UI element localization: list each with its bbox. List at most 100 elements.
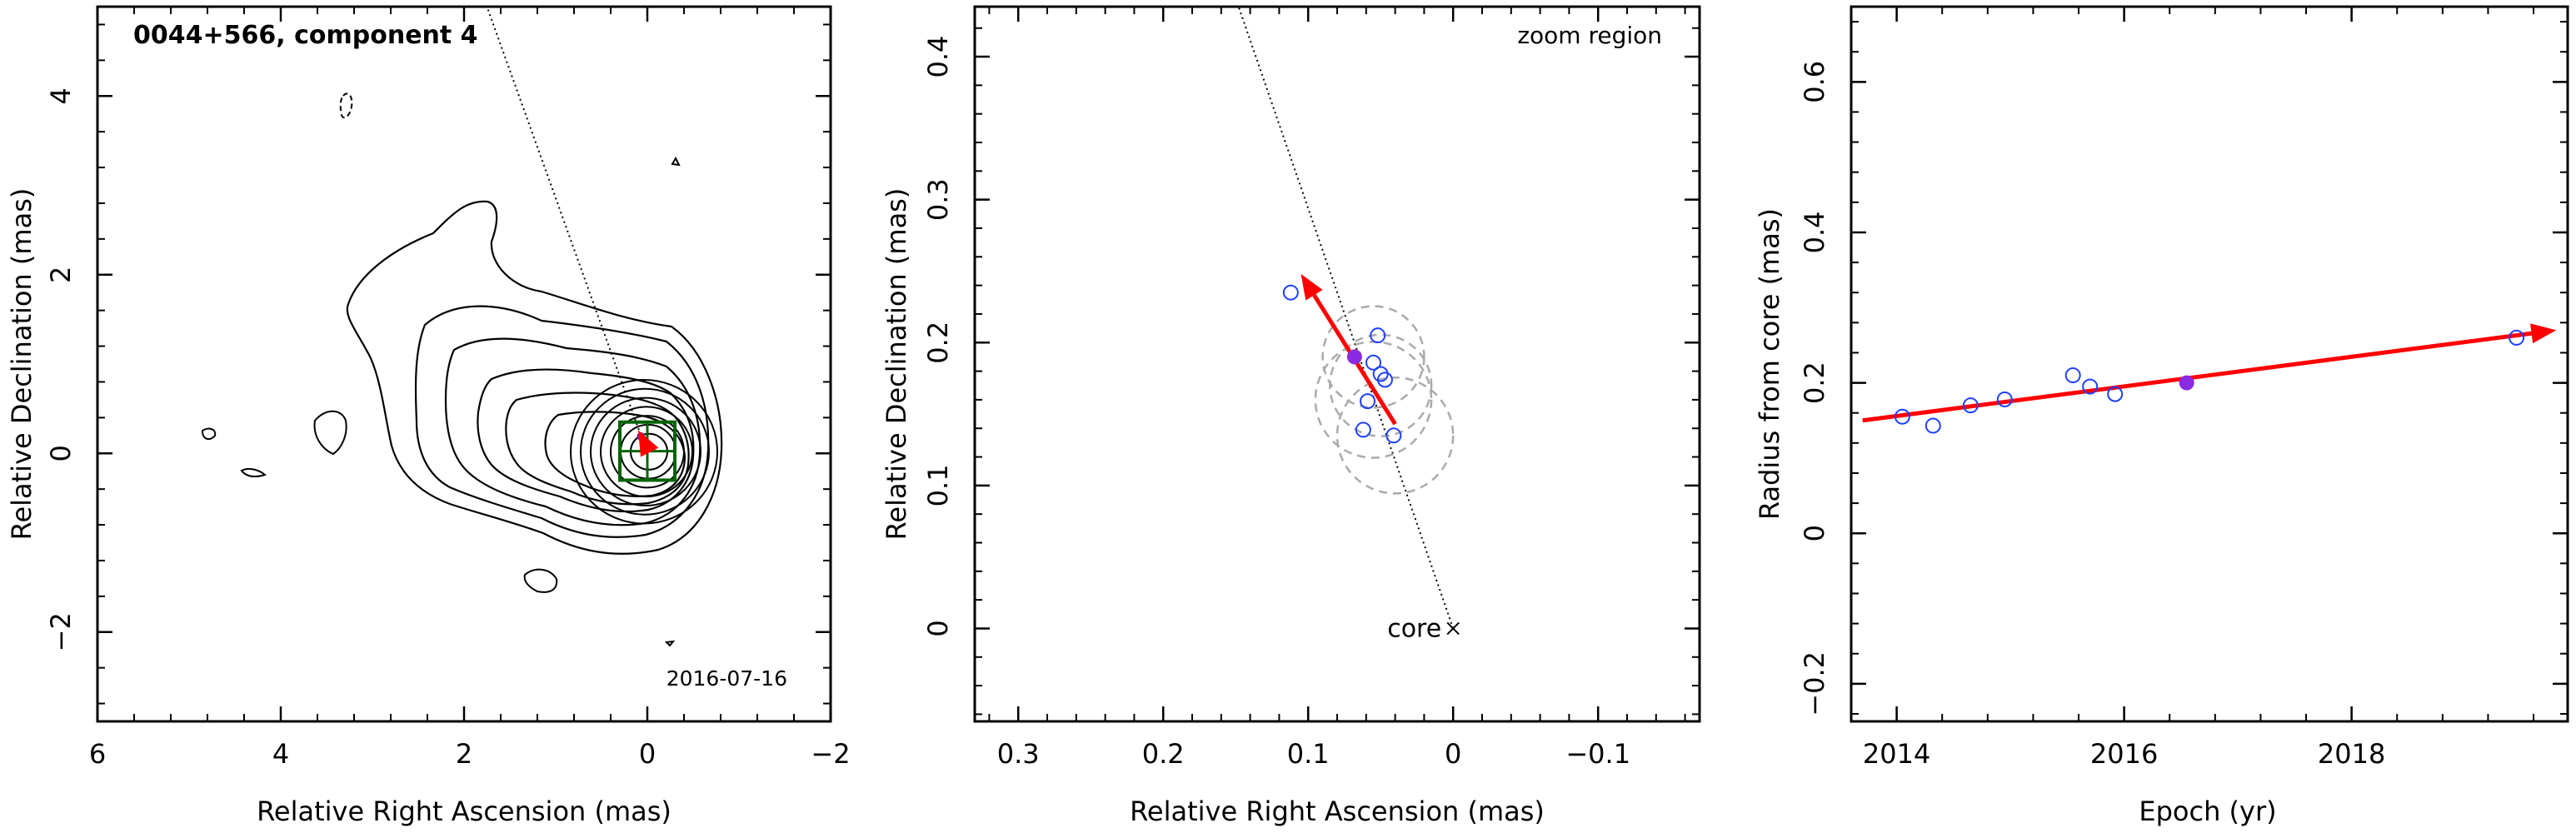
y-tick-label: 2 xyxy=(45,267,77,283)
x-tick-label: 0.1 xyxy=(1287,738,1330,770)
data-point xyxy=(1360,393,1376,410)
data-point xyxy=(1282,284,1299,301)
data-point xyxy=(1894,408,1910,425)
panel-1-ticks xyxy=(96,7,832,721)
data-point xyxy=(1365,354,1381,371)
y-tick-label: 0.2 xyxy=(922,322,954,364)
y-tick-label: 0.4 xyxy=(922,36,954,78)
core-contour-ring xyxy=(580,387,710,516)
contour-level-6 xyxy=(544,411,686,497)
data-point xyxy=(1355,421,1371,438)
core-contour-ring xyxy=(590,397,701,506)
x-tick-label: 4 xyxy=(272,738,289,770)
y-tick-label: 0 xyxy=(922,620,954,636)
y-tick-label: −0.2 xyxy=(1799,651,1830,716)
core-contour-ring xyxy=(610,415,685,489)
contour-level-4 xyxy=(477,368,695,513)
component-vector-head xyxy=(638,430,659,457)
beam-circle xyxy=(1321,305,1425,409)
y-tick-label: 0 xyxy=(1799,525,1830,541)
highlight-dot xyxy=(2179,375,2194,391)
position-points xyxy=(1282,284,1402,444)
x-tick-label: 6 xyxy=(89,738,106,770)
contour-island xyxy=(523,568,558,593)
panel-2-tick-labels: 0.3 0.2 0.1 0 −0.1 0 0.1 0.2 0.3 0.4 xyxy=(922,36,1630,770)
data-point xyxy=(1376,372,1393,388)
panel-3-ticks xyxy=(1851,7,2568,721)
y-tick-label: 0.1 xyxy=(922,464,954,506)
x-tick-label: 0 xyxy=(1445,738,1461,770)
panel-2-ylabel: Relative Declination (mas) xyxy=(881,188,912,541)
panel-1-ylabel: Relative Declination (mas) xyxy=(6,188,37,541)
y-tick-label: 0.4 xyxy=(1799,212,1830,254)
contour-island-dashed xyxy=(339,92,353,119)
epoch-label: 2016-07-16 xyxy=(666,666,787,691)
panel-2-xlabel: Relative Right Ascension (mas) xyxy=(1130,796,1545,827)
x-tick-label: 2018 xyxy=(2318,738,2385,770)
x-tick-label: −2 xyxy=(811,738,850,770)
panel-1-tick-labels: 6 4 2 0 −2 −2 0 2 4 xyxy=(45,87,851,770)
contour-level-1 xyxy=(346,200,723,555)
data-point xyxy=(2107,386,2124,402)
contour-level-5 xyxy=(505,392,690,506)
y-tick-label: 0.2 xyxy=(1799,362,1830,404)
fit-line xyxy=(1862,323,2557,423)
core-marker xyxy=(1446,621,1460,636)
panel-3-frame xyxy=(1850,5,2569,723)
panel-1: 6 4 2 0 −2 −2 0 2 4 0044+566, component 4 2016-0… xyxy=(6,5,851,827)
y-tick-label: 0 xyxy=(45,445,77,461)
panel-3: 2014 2016 2018 −0.2 0 0.2 0.4 0.6 Epoch (yr) Ra… xyxy=(1754,5,2569,827)
y-tick-label: 0.6 xyxy=(1799,61,1830,103)
data-point xyxy=(2064,367,2081,384)
core-cross xyxy=(1446,621,1460,636)
data-point xyxy=(2082,378,2099,395)
x-tick-label: 0.3 xyxy=(997,738,1040,770)
contour-island xyxy=(664,640,676,647)
panel-3-tick-labels: 2014 2016 2018 −0.2 0 0.2 0.4 0.6 xyxy=(1799,61,2385,770)
contour-map xyxy=(201,92,723,647)
panel-2-ticks xyxy=(975,7,1700,721)
motion-vector-head xyxy=(1300,273,1323,301)
x-tick-label: −0.1 xyxy=(1565,738,1630,770)
panel-1-frame xyxy=(96,5,832,723)
y-tick-label: 0.3 xyxy=(922,178,954,221)
highlight-dot xyxy=(1346,349,1362,365)
x-tick-label: 0 xyxy=(639,738,656,770)
x-tick-label: 2016 xyxy=(2090,738,2158,770)
component-marker xyxy=(637,430,659,457)
panel-2: 0.3 0.2 0.1 0 −0.1 0 0.1 0.2 0.3 0.4 core zoom re… xyxy=(881,5,1701,827)
data-point xyxy=(1962,397,1979,414)
direction-line xyxy=(1237,6,1455,629)
zoom-region-annotation: zoom region xyxy=(1517,22,1662,49)
beam-circle xyxy=(1335,376,1455,495)
contour-island xyxy=(671,156,681,167)
contour-island xyxy=(313,410,347,456)
panel-1-xlabel: Relative Right Ascension (mas) xyxy=(257,796,671,827)
x-tick-label: 2014 xyxy=(1863,738,1930,770)
contour-island xyxy=(201,427,217,441)
data-point xyxy=(2509,329,2525,346)
contour-level-3 xyxy=(444,337,701,526)
panel-2-frame xyxy=(973,5,1701,723)
x-tick-label: 0.2 xyxy=(1142,738,1185,770)
core-label: core xyxy=(1387,614,1441,643)
data-point xyxy=(1385,427,1402,444)
core-contour-rings xyxy=(570,379,718,525)
fit-line-shaft xyxy=(1862,331,2532,423)
jet-direction-line xyxy=(486,6,648,454)
contour-level-2 xyxy=(414,305,710,538)
core-contour-ring xyxy=(600,406,693,498)
data-point xyxy=(1996,391,2013,407)
beam-circle xyxy=(1329,333,1433,437)
core-contour-ring xyxy=(570,379,718,525)
contour-island xyxy=(240,467,267,478)
highlight-point xyxy=(1346,349,1362,365)
data-point xyxy=(1370,327,1386,344)
panel-1-title: 0044+566, component 4 xyxy=(133,21,478,50)
radius-points xyxy=(1894,329,2525,434)
data-point xyxy=(1925,417,1941,434)
panel-3-ylabel: Radius from core (mas) xyxy=(1754,208,1785,520)
y-tick-label: 4 xyxy=(45,87,77,104)
y-tick-label: −2 xyxy=(45,612,77,651)
